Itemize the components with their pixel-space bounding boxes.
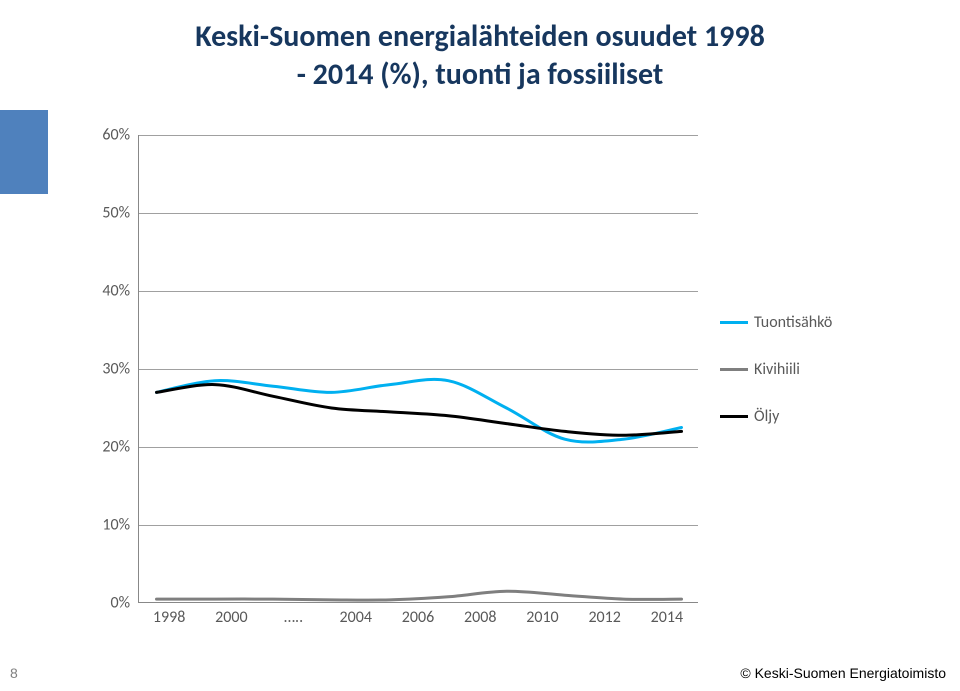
slide-accent-box — [0, 110, 48, 194]
legend-item: Kivihiili — [720, 360, 860, 379]
y-axis-tick: 0% — [80, 594, 130, 613]
x-axis-tick: 2000 — [215, 608, 247, 627]
series-line — [157, 385, 682, 436]
x-axis-tick: 2008 — [464, 608, 496, 627]
x-axis-tick: ….. — [284, 608, 303, 627]
x-axis-tick: 2012 — [588, 608, 620, 627]
series-line — [157, 591, 682, 600]
legend: Tuontisähkö Kivihiili Öljy — [720, 135, 860, 603]
gridline — [139, 525, 698, 526]
legend-label: Tuontisähkö — [754, 313, 832, 332]
legend-label: Öljy — [754, 407, 779, 426]
gridline — [139, 213, 698, 214]
x-axis-tick: 2014 — [651, 608, 683, 627]
x-axis-tick: 2006 — [402, 608, 434, 627]
slide: Keski-Suomen energialähteiden osuudet 19… — [0, 0, 960, 691]
y-axis-tick: 50% — [80, 204, 130, 223]
x-axis-tick: 2004 — [340, 608, 372, 627]
title-line-1: Keski-Suomen energialähteiden osuudet 19… — [30, 18, 930, 56]
y-axis-tick: 60% — [80, 126, 130, 145]
title-line-2: - 2014 (%), tuonti ja fossiiliset — [30, 56, 930, 94]
plot-area — [138, 135, 698, 603]
legend-swatch — [720, 321, 748, 324]
gridline — [139, 135, 698, 136]
y-axis-tick: 10% — [80, 516, 130, 535]
legend-swatch — [720, 368, 748, 371]
y-axis-tick: 30% — [80, 360, 130, 379]
energy-share-chart: Tuontisähkö Kivihiili Öljy 0% 10% 20% 30% 40% 5… — [80, 135, 860, 645]
copyright-text: © Keski-Suomen Energiatoimisto — [740, 665, 946, 681]
y-axis-tick: 40% — [80, 282, 130, 301]
gridline — [139, 369, 698, 370]
legend-label: Kivihiili — [754, 360, 800, 379]
page-number: 8 — [10, 665, 18, 681]
gridline — [139, 291, 698, 292]
x-axis-tick: 1998 — [153, 608, 185, 627]
title-block: Keski-Suomen energialähteiden osuudet 19… — [30, 18, 930, 93]
y-axis-tick: 20% — [80, 438, 130, 457]
legend-item: Öljy — [720, 407, 860, 426]
legend-swatch — [720, 415, 748, 418]
x-axis-tick: 2010 — [526, 608, 558, 627]
legend-item: Tuontisähkö — [720, 313, 860, 332]
gridline — [139, 447, 698, 448]
